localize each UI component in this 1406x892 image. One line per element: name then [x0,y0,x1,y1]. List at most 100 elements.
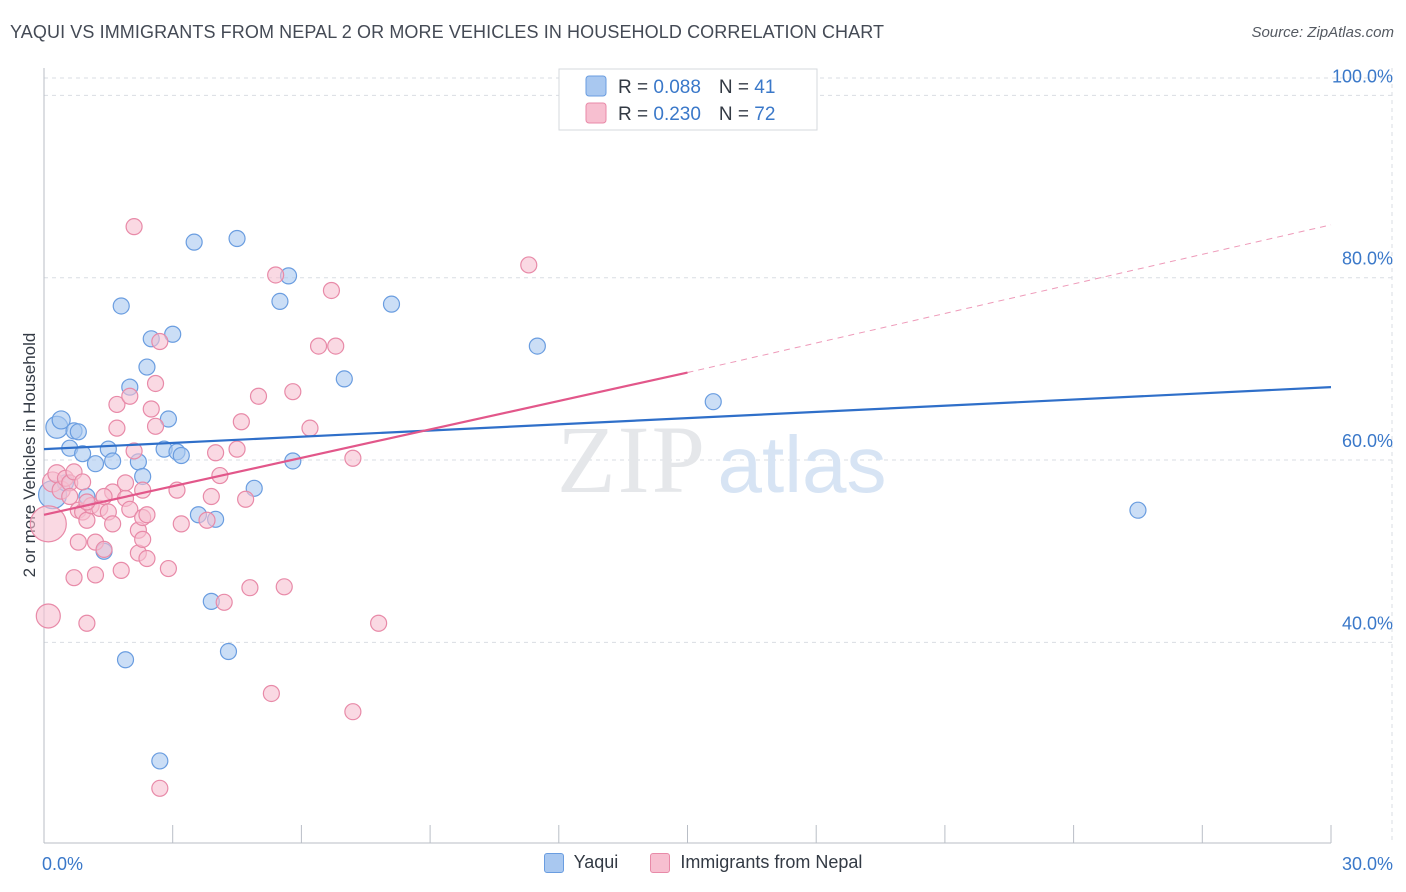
yaqui-point [382,295,401,313]
y-tick-label: 80.0% [1342,249,1393,269]
nepal-point [116,474,135,492]
data-points [29,218,1147,797]
nepal-point [134,481,152,499]
yaqui-point [69,423,87,441]
nepal-point [237,490,255,508]
legend-n-label: N = [719,77,754,98]
x-tick-label: 30.0% [1342,854,1393,874]
nepal-point [215,593,233,611]
nepal-point [112,561,130,579]
series-legend: Yaqui Immigrants from Nepal [0,852,1406,873]
nepal-point [78,511,96,529]
yaqui-point [185,233,203,251]
series-legend-label: Immigrants from Nepal [680,852,863,872]
nepal-point [370,614,388,632]
nepal-point [159,559,178,578]
nepal-point [29,505,67,543]
nepal-point [202,487,220,506]
nepal-point [138,549,156,568]
nepal-swatch [650,852,671,873]
nepal-point [284,383,302,401]
nepal-point [275,578,293,596]
nepal-point [327,337,345,355]
yaqui-point [138,358,156,376]
nepal-point [232,413,250,431]
nepal-point [121,387,139,405]
yaqui-point [271,292,289,311]
nepal-point [262,684,280,703]
yaqui-point [528,337,546,355]
yaqui-trend-line [43,386,1332,451]
yaqui-point [219,642,238,661]
x-tick-label: 0.0% [42,854,83,874]
nepal-point [108,419,126,437]
yaqui-point [335,370,353,388]
yaqui-point [86,455,105,473]
yaqui-point [172,446,190,465]
legend-r-value: 0.088 [653,77,701,98]
yaqui-point [1129,501,1147,519]
nepal-point [322,281,341,300]
yaqui-point [116,651,135,669]
yaqui-point [151,752,169,770]
nepal-point [78,614,96,632]
legend-n-value: 41 [754,77,775,98]
yaqui-point [112,297,130,315]
legend-row-nepal: R = 0.230 N = 72 [618,104,775,125]
nepal-point [61,487,79,506]
nepal-point [520,256,538,274]
nepal-point [146,417,165,435]
series-legend-nepal: Immigrants from Nepal [650,852,862,873]
axes [43,68,1332,844]
nepal-point [86,566,105,584]
yaqui-point [704,393,722,411]
series-legend-yaqui: Yaqui [543,852,619,873]
nepal-point [142,400,160,418]
nepal-point [207,444,225,462]
nepal-point [146,374,165,393]
chart-title: YAQUI VS IMMIGRANTS FROM NEPAL 2 OR MORE… [10,22,885,42]
legend-r-label: R = [618,77,653,98]
yaqui-point [164,325,182,343]
yaqui-point [104,452,122,470]
yaqui-point [228,229,246,248]
yaqui-point [51,410,71,430]
nepal-point [301,419,319,437]
correlation-legend: R = 0.088 N = 41 R = 0.230 N = 72 [558,68,818,131]
nepal-trend-line [43,371,688,516]
legend-n-value: 72 [754,104,775,125]
nepal-point [344,449,362,467]
nepal-point [125,218,143,236]
nepal-point [249,387,268,405]
legend-swatch-nepal [585,102,607,124]
nepal-point [104,515,122,533]
legend-r-value: 0.230 [653,104,701,125]
nepal-point [69,533,87,551]
source-label: Source: ZipAtlas.com [1251,24,1394,41]
legend-r-label: R = [618,104,653,125]
nepal-point [125,442,143,460]
yaqui-point [74,445,92,463]
nepal-point [267,266,285,284]
watermark-atlas: atlas [718,420,887,509]
nepal-trend-extension [687,224,1332,374]
nepal-point [121,500,139,518]
yaqui-point [159,410,178,428]
nepal-point [241,579,259,597]
y-tick-label: 40.0% [1342,613,1393,633]
nepal-point [151,779,169,797]
nepal-point [134,530,152,548]
nepal-point [198,511,216,529]
nepal-point [138,506,156,524]
legend-swatch-yaqui [585,75,607,97]
watermark-zip: ZIP [557,406,707,513]
nepal-point [344,703,362,721]
nepal-point [65,569,83,587]
series-legend-label: Yaqui [573,852,619,872]
nepal-point [151,332,169,351]
nepal-point [95,540,113,559]
tick-labels: 40.0% 60.0% 80.0% 100.0% 0.0% 30.0% [42,66,1393,874]
legend-row-yaqui: R = 0.088 N = 41 [618,77,775,98]
yaqui-swatch [543,852,564,873]
